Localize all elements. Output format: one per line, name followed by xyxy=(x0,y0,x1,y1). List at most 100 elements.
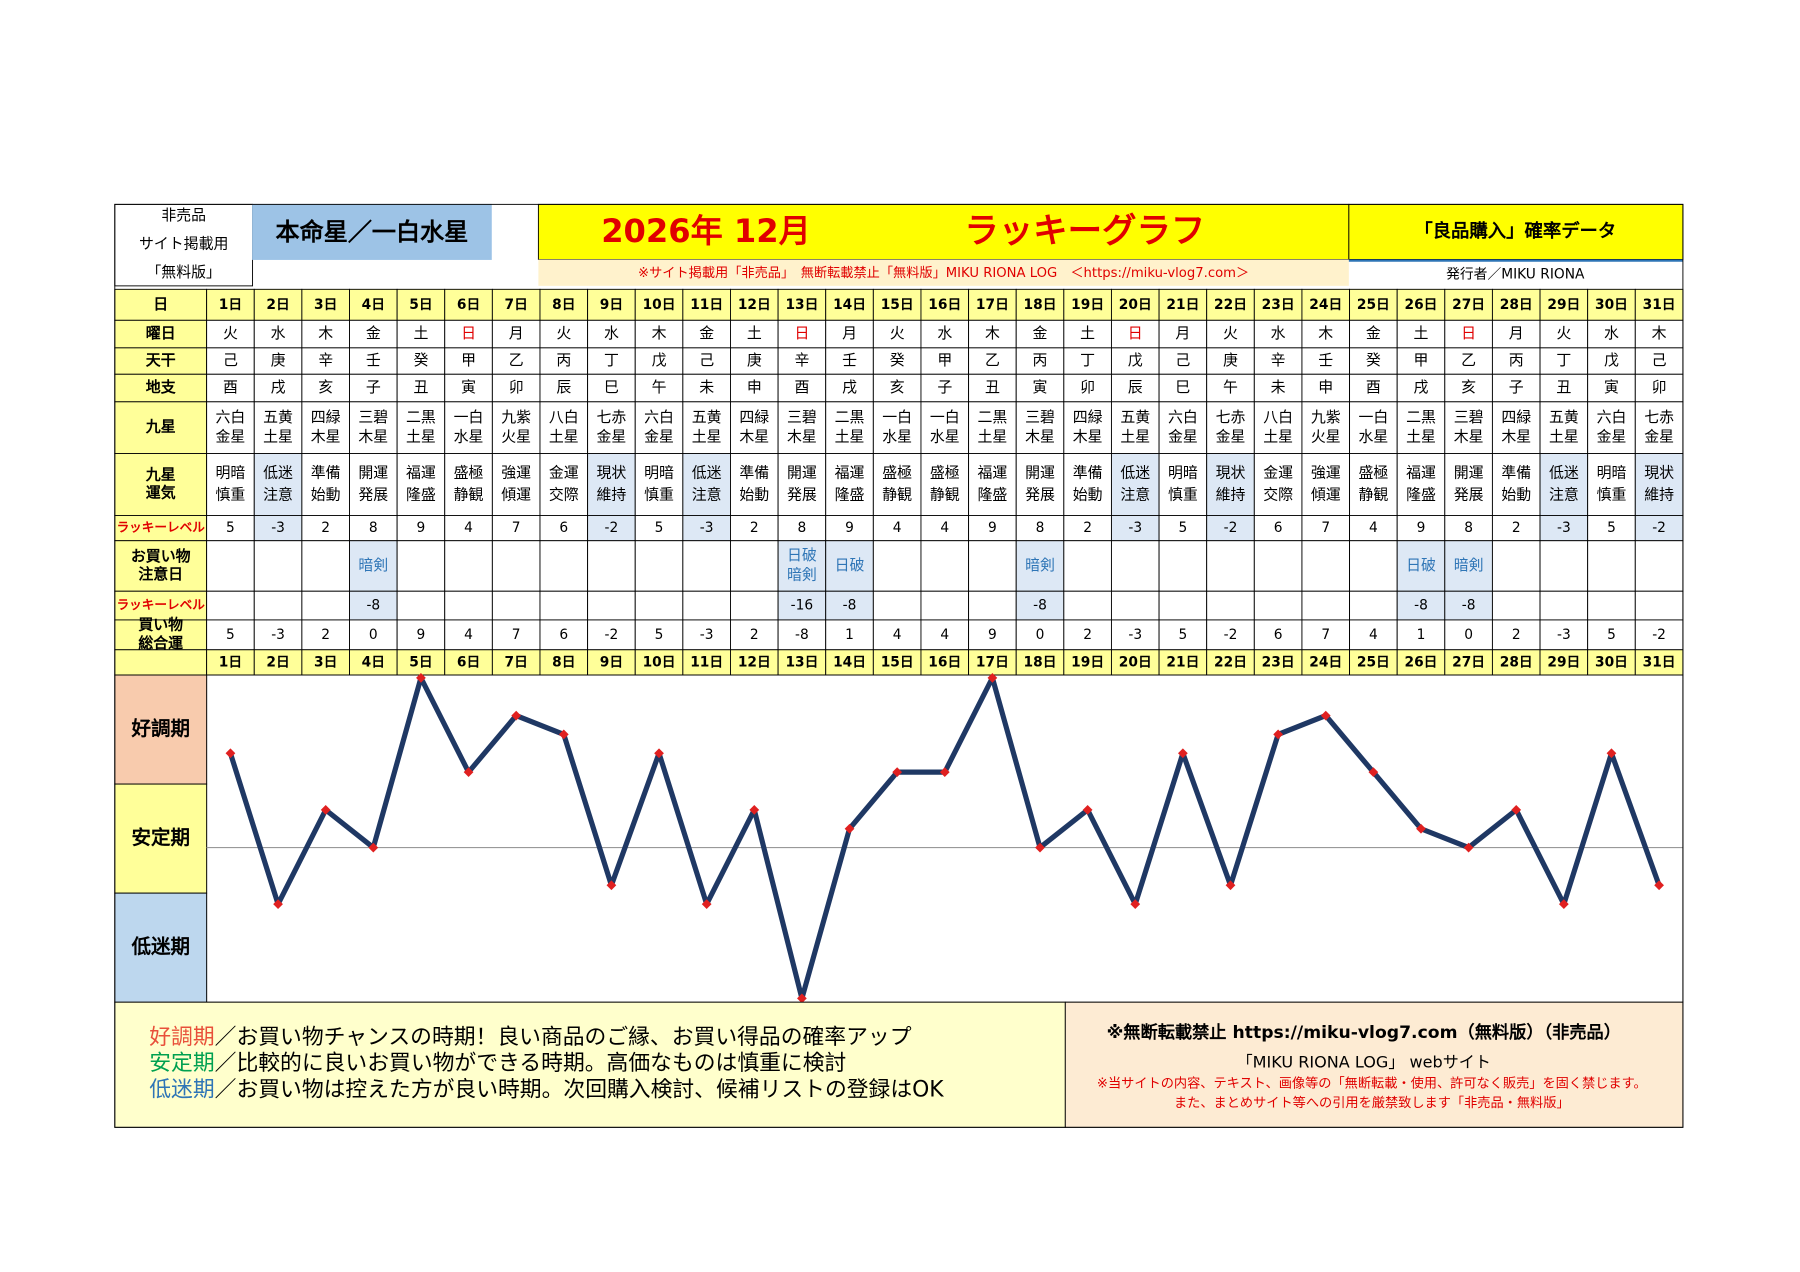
cell xyxy=(1253,347,1303,375)
cell xyxy=(206,401,255,454)
cell xyxy=(1015,401,1065,454)
total: -2 xyxy=(1224,627,1238,643)
kyusei: 火星 xyxy=(1311,427,1341,445)
tenkan: 辛 xyxy=(794,351,809,369)
unki: 現状 xyxy=(1216,464,1246,482)
kyusei: 四緑 xyxy=(1501,408,1531,426)
day: 14日 xyxy=(833,297,866,313)
cell xyxy=(1396,515,1446,542)
cell xyxy=(1015,288,1065,321)
weekday: 水 xyxy=(604,324,619,342)
lucky-level: 2 xyxy=(321,520,330,536)
cell xyxy=(1396,373,1446,403)
day: 21日 xyxy=(1166,297,1199,313)
chishi: 卯 xyxy=(1652,378,1667,396)
unki: 開運 xyxy=(358,464,388,482)
total: -3 xyxy=(700,627,714,643)
unki: 低迷 xyxy=(1120,464,1150,482)
day: 3日 xyxy=(314,654,337,670)
day: 19日 xyxy=(1071,654,1104,670)
tenkan: 丁 xyxy=(1080,351,1095,369)
total: 0 xyxy=(1464,627,1473,643)
unki: 静観 xyxy=(882,485,912,503)
cell xyxy=(634,401,684,454)
cell xyxy=(730,347,779,375)
unki: 隆盛 xyxy=(835,485,865,503)
lucky-level: 5 xyxy=(1178,520,1187,536)
lucky-level: 4 xyxy=(1369,520,1378,536)
cell xyxy=(1253,373,1303,403)
weekday: 火 xyxy=(1556,324,1571,342)
header-note: 「無料版」 xyxy=(146,263,221,281)
cell xyxy=(539,453,589,516)
cell xyxy=(1253,649,1303,676)
kyusei: 二黒 xyxy=(835,408,865,426)
cell xyxy=(1444,540,1493,592)
unki: 金運 xyxy=(549,464,579,482)
cell xyxy=(1110,540,1160,592)
unki: 現状 xyxy=(1644,464,1674,482)
cell xyxy=(396,401,446,454)
cell xyxy=(920,401,970,454)
weekday: 木 xyxy=(1318,324,1333,342)
unki: 慎重 xyxy=(644,485,674,503)
day: 3日 xyxy=(314,297,337,313)
day: 23日 xyxy=(1262,297,1295,313)
kyusei: 土星 xyxy=(835,427,865,445)
lucky-level: 6 xyxy=(1274,520,1283,536)
cell xyxy=(1634,590,1684,621)
cell xyxy=(920,540,970,592)
honmei-box xyxy=(252,203,492,260)
tenkan: 乙 xyxy=(509,351,524,369)
lucky-level: -2 xyxy=(1224,520,1238,536)
cell xyxy=(1349,401,1398,454)
kyusei: 金星 xyxy=(1168,427,1198,445)
weekday: 土 xyxy=(1080,324,1095,342)
row-label: 九星 xyxy=(145,465,176,483)
weekday: 水 xyxy=(1271,324,1286,342)
weekday: 日 xyxy=(1128,324,1143,342)
kyusei: 二黒 xyxy=(1406,408,1436,426)
cell xyxy=(872,540,922,592)
total: 5 xyxy=(226,627,235,643)
row-label: お買い物 xyxy=(131,547,191,565)
footer-note: 「MIKU RIONA LOG」 webサイト xyxy=(1237,1053,1491,1072)
kyusei: 土星 xyxy=(1263,427,1293,445)
band-cell xyxy=(114,674,208,785)
caution-level: -8 xyxy=(843,598,857,614)
legend-text: ／お買い物は控えた方が良い時期。次回購入検討、候補リストの登録はOK xyxy=(215,1078,945,1103)
kyusei: 五黄 xyxy=(1549,408,1579,426)
cell xyxy=(1491,540,1541,592)
cell xyxy=(1444,401,1493,454)
weekday: 木 xyxy=(985,324,1000,342)
cell xyxy=(1587,540,1636,592)
kyusei: 木星 xyxy=(787,427,817,445)
cell xyxy=(1587,453,1636,516)
caution: 日破 xyxy=(787,546,817,564)
lucky-level: 6 xyxy=(559,520,568,536)
kyusei: 八白 xyxy=(1263,408,1293,426)
cell xyxy=(1491,453,1541,516)
unki: 注意 xyxy=(263,485,293,503)
cell xyxy=(396,373,446,403)
cell xyxy=(682,453,731,516)
chishi: 酉 xyxy=(223,378,238,396)
cell xyxy=(253,515,303,542)
cell xyxy=(1253,453,1303,516)
cell xyxy=(1491,619,1541,651)
cell xyxy=(1063,649,1112,676)
cell xyxy=(872,453,922,516)
cell xyxy=(539,347,589,375)
weekday: 月 xyxy=(509,324,524,342)
unki: 隆盛 xyxy=(1406,485,1436,503)
cell xyxy=(1015,453,1065,516)
kyusei: 一白 xyxy=(1358,408,1388,426)
legend-line: 低迷期／お買い物は控えた方が良い時期。次回購入検討、候補リストの登録はOK xyxy=(149,1078,944,1103)
cell xyxy=(491,347,541,375)
kyusei: 七赤 xyxy=(1216,408,1246,426)
cell xyxy=(1349,619,1398,651)
cell xyxy=(1158,453,1208,516)
cell xyxy=(1491,515,1541,542)
cell xyxy=(396,347,446,375)
